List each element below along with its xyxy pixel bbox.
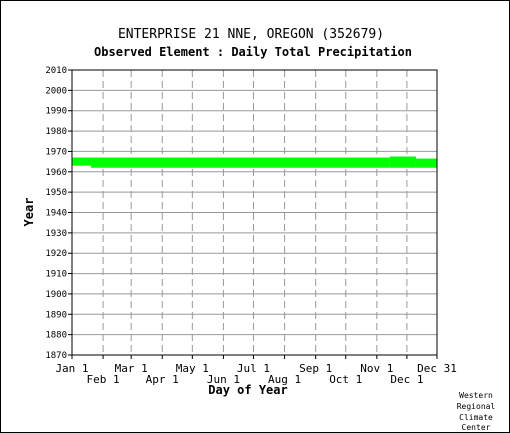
y-tick-label: 1920 [45, 249, 67, 259]
y-tick-label: 1940 [45, 209, 67, 219]
y-tick-label: 1910 [45, 270, 67, 280]
y-tick-label: 2000 [45, 86, 67, 96]
x-tick-label: Jan 1 [55, 362, 88, 375]
y-tick-label: 1950 [45, 188, 67, 198]
data-layer [72, 156, 437, 168]
y-tick-labels: 1870 1880 1890 1900 1910 1920 1930 1940 1950 1960… [45, 66, 72, 361]
x-tick-label: Sep 1 [299, 362, 332, 375]
x-tick-label: Apr 1 [146, 373, 179, 386]
x-tick-label: Oct 1 [329, 373, 362, 386]
credit-line-2: Regional [457, 402, 496, 411]
x-tick-label: Dec 1 [390, 373, 423, 386]
x-tick-label: Nov 1 [360, 362, 393, 375]
y-tick-label: 1880 [45, 331, 67, 341]
data-segment [72, 157, 92, 166]
x-tick-label: May 1 [176, 362, 209, 375]
credit-line-3: Climate [459, 413, 493, 422]
x-axis-label: Day of Year [208, 383, 287, 397]
credit-line-1: Western [459, 391, 493, 400]
chart-subtitle: Observed Element : Daily Total Precipita… [94, 45, 412, 59]
y-tick-label: 2010 [45, 66, 67, 76]
y-tick-label: 1980 [45, 127, 67, 137]
x-tick-label: Dec 31 [417, 362, 457, 375]
x-tick-label: Feb 1 [87, 373, 120, 386]
chart-title: ENTERPRISE 21 NNE, OREGON (352679) [118, 27, 384, 42]
x-tick-label: Jun 1 [207, 373, 240, 386]
y-tick-label: 1960 [45, 168, 67, 178]
data-segment [91, 157, 390, 168]
y-tick-label: 1970 [45, 147, 67, 157]
y-tick-label: 1890 [45, 310, 67, 320]
y-tick-label: 1900 [45, 290, 67, 300]
credit-line-4: Center [462, 423, 491, 432]
x-tick-label: Mar 1 [115, 362, 148, 375]
data-segment [389, 156, 416, 168]
x-tick-label: Aug 1 [268, 373, 301, 386]
x-tick-labels: Jan 1 Mar 1 May 1 Jul 1 Sep 1 Nov 1 Dec 31 Feb … [55, 355, 457, 386]
y-tick-label: 1990 [45, 107, 67, 117]
data-segment [415, 158, 437, 168]
x-tick-label: Jul 1 [237, 362, 270, 375]
plot-area-border [71, 69, 438, 356]
y-tick-label: 1930 [45, 229, 67, 239]
grid-lines [72, 69, 437, 356]
y-tick-label: 1870 [45, 351, 67, 361]
y-axis-label: Year [22, 198, 36, 227]
